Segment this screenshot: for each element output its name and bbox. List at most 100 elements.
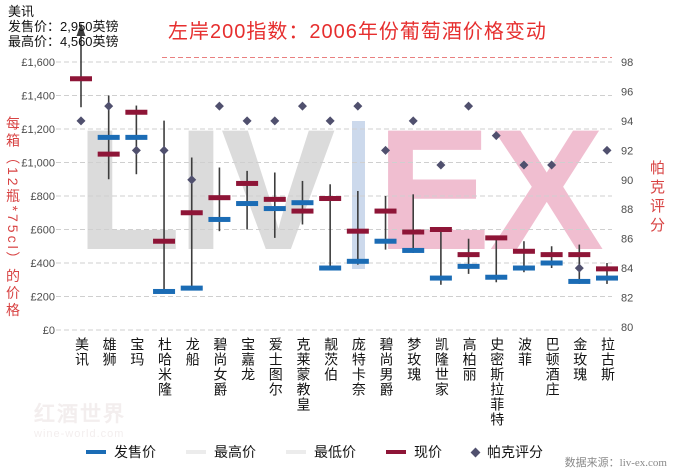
x-axis-label: 梦玫瑰 (406, 337, 423, 382)
watermark-ex-text: EX (376, 94, 604, 286)
legend-item: 帕克评分 (470, 442, 543, 462)
parker-score-diamond (297, 101, 307, 111)
legend-item: 最高价 (186, 442, 256, 462)
y-left-tick-label: £1,000 (21, 158, 55, 170)
current-price-tick (319, 196, 342, 202)
y-left-tick-label: £800 (31, 191, 55, 203)
offer-price-tick (263, 206, 286, 212)
parker-score-diamond (436, 160, 446, 170)
offer-price-tick (153, 288, 176, 294)
legend-dash-icon (186, 450, 206, 454)
legend-label: 现价 (414, 444, 442, 460)
offer-price-tick (429, 275, 452, 281)
corner-watermark: 红酒世界 wine-world.com (34, 398, 126, 440)
y-left-tick-label: £600 (31, 225, 55, 237)
y-left-tick-label: £1,200 (21, 124, 55, 136)
current-price-tick (512, 248, 535, 254)
y-right-tick-label: 94 (621, 116, 633, 128)
current-price-tick (180, 210, 203, 216)
offer-price-tick (180, 285, 203, 291)
offer-price-tick (402, 247, 425, 253)
annotation-wine-name: 美讯 (8, 4, 35, 19)
livex-watermark: LIV EX (76, 94, 604, 286)
parker-score-diamond (214, 101, 224, 111)
offer-price-tick (485, 274, 508, 280)
x-axis-label: 杜哈米隆 (157, 337, 174, 397)
y-left-tick-label: £400 (31, 258, 55, 270)
legend-dash-icon (386, 450, 406, 454)
offscale-arrow-icon (76, 23, 86, 36)
x-axis-label: 美讯 (74, 337, 90, 367)
offer-price-tick (125, 134, 148, 140)
legend-label: 最低价 (314, 444, 356, 460)
legend-label: 发售价 (114, 444, 156, 460)
parker-score-diamond (242, 116, 252, 126)
x-axis-label: 爱士图尔 (267, 337, 284, 397)
y-axis-title-right: 帕克评分 (648, 160, 665, 236)
watermark-liv-text: LIV (76, 94, 336, 286)
parker-score-diamond (602, 145, 612, 155)
x-axis-label: 龙船 (184, 337, 201, 367)
offer-price-tick (236, 201, 259, 207)
legend: 发售价 最高价 最低价 现价 帕克评分 (86, 442, 543, 462)
y-right-tick-label: 82 (621, 293, 633, 305)
parker-score-diamond (159, 145, 169, 155)
offer-price-tick (346, 258, 369, 264)
current-price-tick (429, 227, 452, 232)
parker-score-diamond (270, 116, 280, 126)
y-left-tick-label: £1,600 (21, 57, 55, 69)
chart-title: 左岸200指数：2006年份葡萄酒价格变动 (168, 21, 547, 43)
current-price-tick (263, 196, 286, 202)
current-price-tick (402, 229, 425, 235)
current-price-tick (236, 180, 259, 186)
current-price-tick (125, 109, 148, 115)
offer-price-tick (540, 260, 563, 266)
current-price-tick (70, 76, 92, 82)
x-axis-label: 凯隆世家 (433, 337, 450, 397)
y-left-tick-label: £0 (43, 325, 55, 337)
offer-price-tick (291, 200, 314, 206)
parker-score-diamond (131, 145, 141, 155)
legend-dash-icon (86, 450, 106, 454)
current-price-tick (595, 266, 618, 272)
y-right-tick-label: 90 (621, 175, 633, 187)
legend-label: 最高价 (214, 444, 256, 460)
x-axis-label: 波菲 (516, 337, 533, 367)
x-axis-label: 巴顿酒庄 (544, 337, 561, 397)
offer-price-tick (512, 265, 535, 271)
y-right-tick-label: 98 (621, 57, 633, 69)
source-note: 数据来源：liv-ex.com (564, 457, 667, 469)
annotation-offer-line: 发售价：2,950英镑 (8, 19, 119, 34)
parker-score-diamond (353, 101, 363, 111)
y-right-tick-label: 88 (621, 204, 633, 216)
current-price-tick (457, 252, 480, 258)
y-right-tick-label: 96 (621, 86, 633, 98)
x-axis-label: 宝嘉龙 (240, 337, 257, 382)
annotation-high-line: 最高价：4,560英镑 (8, 34, 119, 49)
current-price-tick (97, 151, 120, 157)
y-left-tick-label: £1,400 (21, 91, 55, 103)
parker-score-diamond (325, 116, 335, 126)
x-axis-label: 碧尚女爵 (212, 337, 229, 397)
current-price-tick (540, 252, 563, 258)
legend-item: 发售价 (86, 442, 156, 462)
legend-item: 现价 (386, 442, 442, 462)
x-axis-label: 宝玛 (129, 337, 146, 367)
legend-diamond-icon (470, 447, 481, 457)
offer-price-tick (568, 278, 591, 284)
y-right-tick-label: 86 (621, 234, 633, 246)
parker-score-diamond (381, 145, 391, 155)
legend-label: 帕克评分 (487, 444, 543, 460)
offer-price-tick (208, 216, 231, 222)
y-left-tick-label: £200 (31, 292, 55, 304)
x-axis-label: 雄狮 (101, 337, 118, 367)
x-axis-label: 史密斯拉菲特 (489, 337, 506, 427)
y-right-tick-label: 84 (621, 263, 633, 275)
parker-score-diamond (547, 160, 557, 170)
legend-item: 最低价 (286, 442, 356, 462)
x-axis-label: 克莱蒙教皇 (295, 337, 312, 412)
x-axis-label: 拉古斯 (599, 337, 616, 382)
x-axis-label: 庞特卡奈 (350, 337, 367, 397)
parker-score-diamond (76, 116, 86, 126)
